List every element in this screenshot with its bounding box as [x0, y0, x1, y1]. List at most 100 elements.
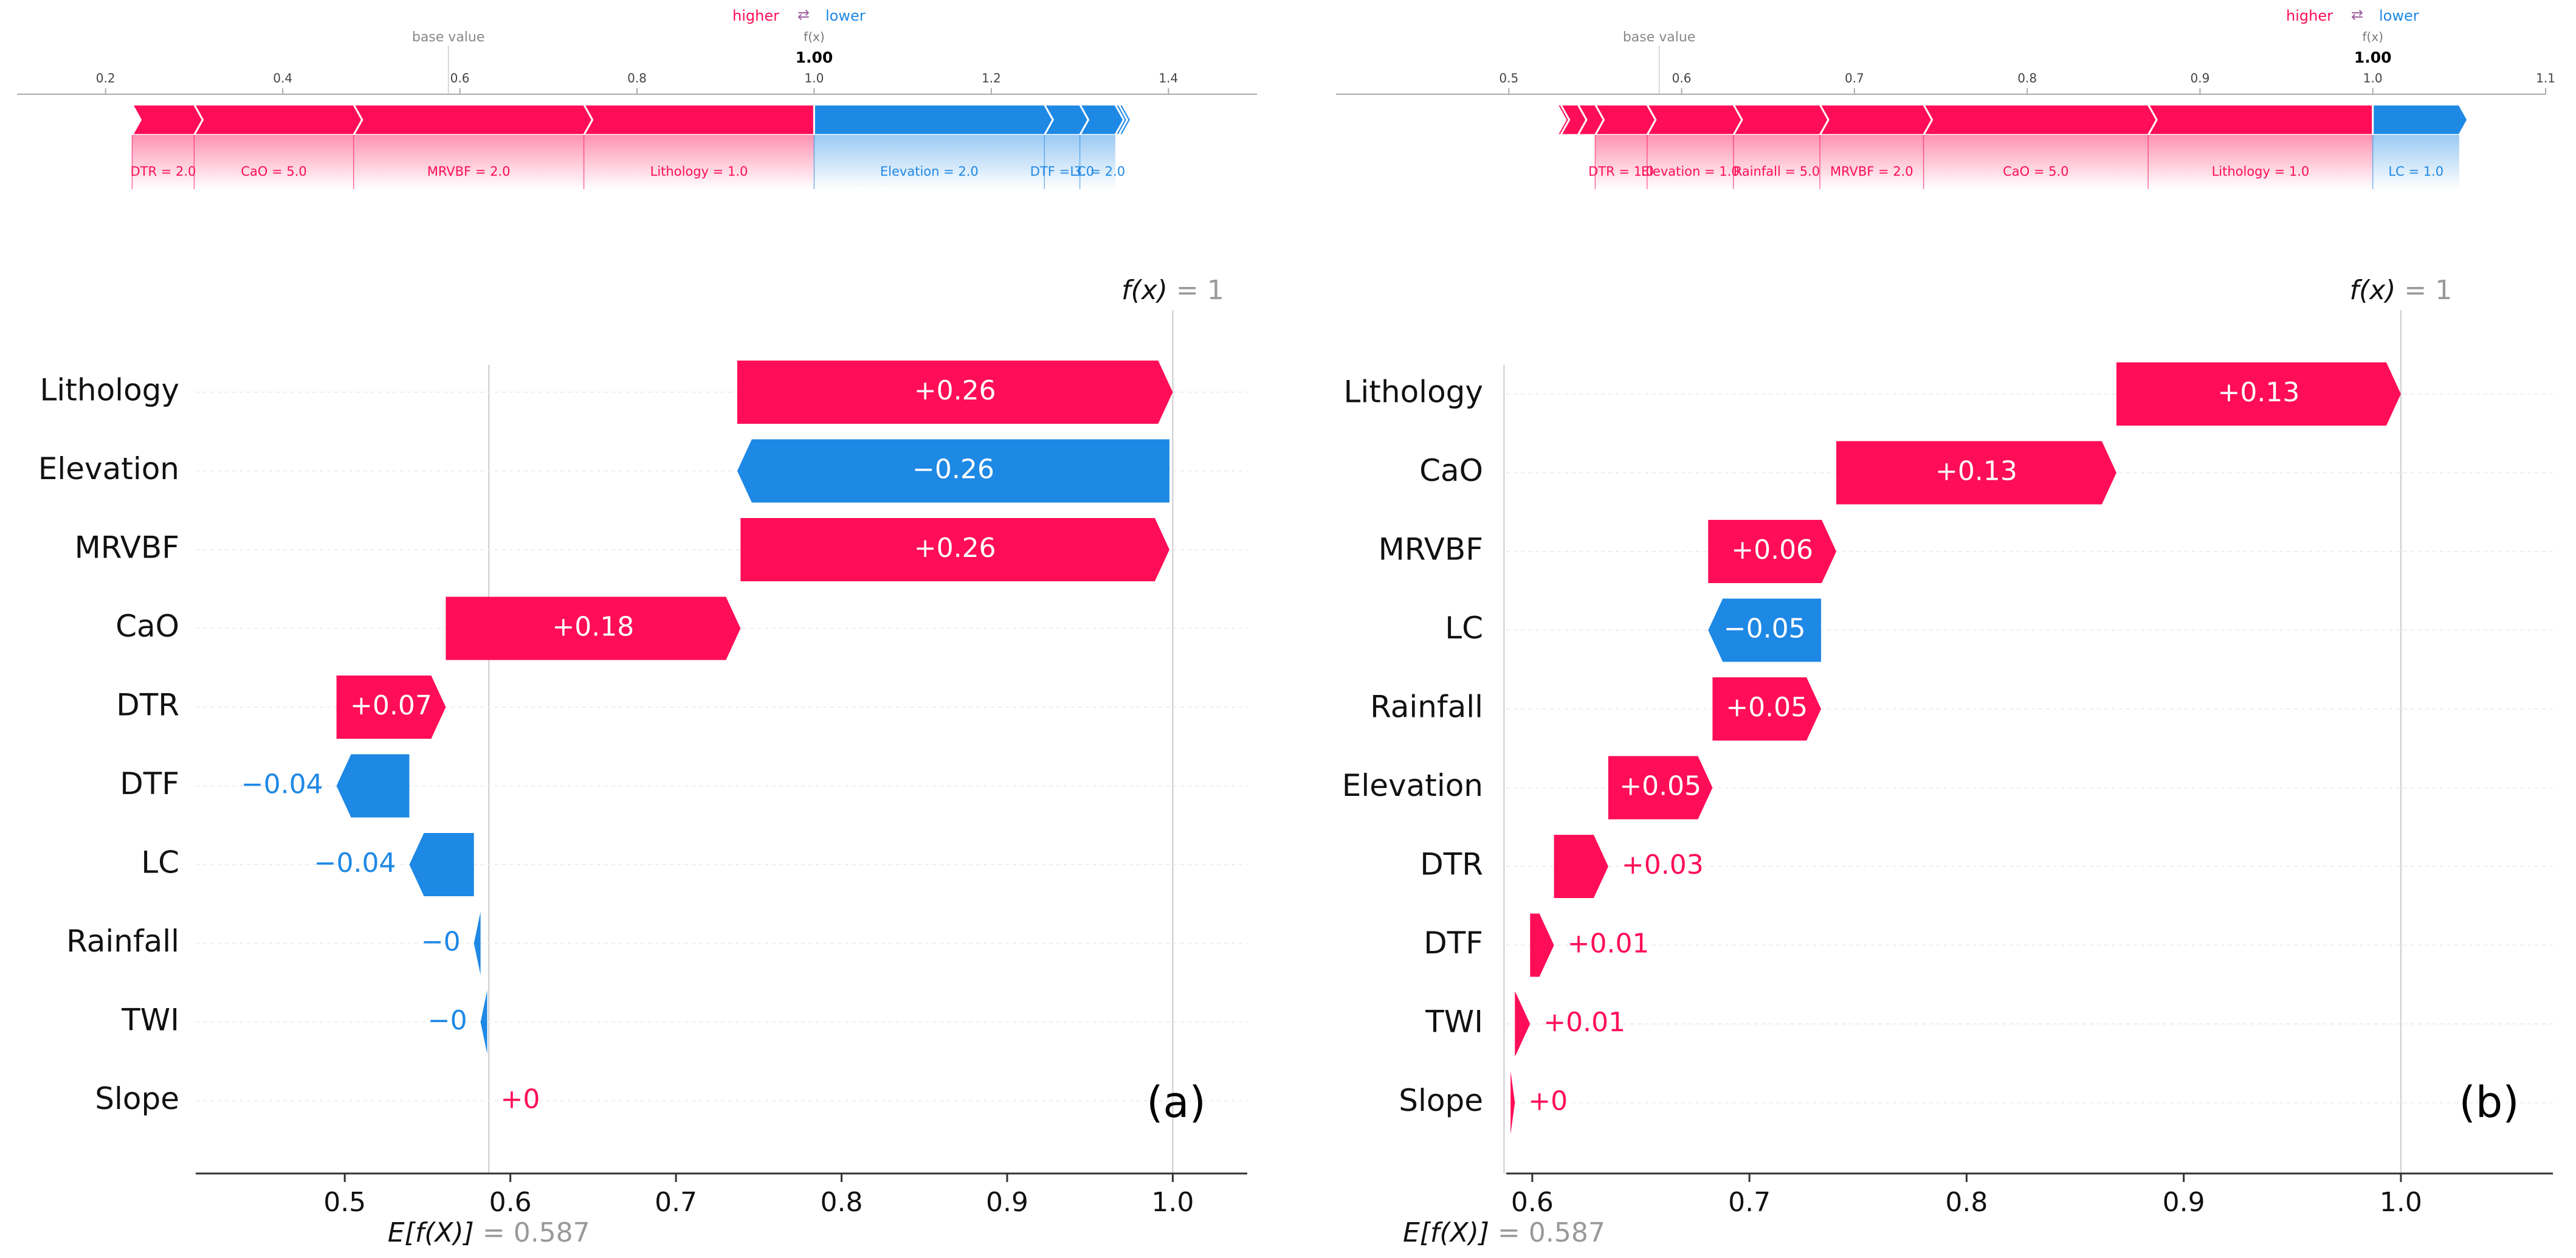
x-tick-label: 0.6	[489, 1187, 532, 1218]
bar-value-label: −0.04	[314, 848, 396, 879]
force-tick-label: 0.9	[2191, 71, 2210, 86]
force-positive-label: Elevation = 1.0	[1641, 164, 1740, 179]
force-label-fade	[814, 135, 1045, 189]
legend-arrows-icon: ⇄	[797, 6, 810, 23]
feature-name-dtf: DTF	[1424, 925, 1483, 961]
waterfall-bar-cao	[446, 596, 741, 660]
feature-name-lc: LC	[141, 845, 179, 880]
panel-label: (a)	[1146, 1077, 1206, 1127]
feature-name-rainfall: Rainfall	[1370, 689, 1483, 725]
panel-label: (b)	[2459, 1077, 2519, 1127]
waterfall-bar-mrvbf	[740, 518, 1169, 581]
feature-name-twi: TWI	[1425, 1004, 1483, 1040]
force-negative-segment	[813, 103, 1055, 136]
bar-value-label: +0.18	[552, 612, 634, 643]
waterfall-bar-dtr	[336, 676, 446, 739]
waterfall-bar-rainfall	[474, 911, 481, 975]
force-positive-segment	[352, 103, 594, 136]
force-base-value-label: base value	[1623, 30, 1696, 45]
feature-name-dtr: DTR	[116, 688, 179, 723]
bar-value-label: +0.03	[1622, 849, 1704, 880]
force-negative-label: LC = 2.0	[1070, 164, 1125, 179]
force-positive-label: Rainfall = 5.0	[1734, 164, 1820, 179]
feature-name-rainfall: Rainfall	[66, 924, 179, 959]
efx-annotation: E[f(X)] = 0.587	[388, 1217, 590, 1248]
force-tick-label: 1.2	[982, 71, 1001, 86]
bar-value-label: +0	[1528, 1086, 1568, 1117]
x-tick-label: 0.8	[1945, 1187, 1988, 1218]
feature-name-mrvbf: MRVBF	[1379, 532, 1483, 567]
feature-name-lithology: Lithology	[1344, 375, 1483, 410]
force-tick-label: 0.4	[273, 71, 292, 86]
force-label-fade	[1820, 135, 1924, 189]
force-positive-label: MRVBF = 2.0	[1830, 164, 1913, 179]
force-tick-label: 1.4	[1159, 71, 1178, 86]
force-negative-segment	[1117, 103, 1132, 136]
x-tick-label: 0.6	[1511, 1187, 1554, 1218]
feature-name-mrvbf: MRVBF	[75, 530, 179, 565]
waterfall-bar-mrvbf	[1708, 520, 1837, 583]
x-tick-label: 0.9	[986, 1187, 1028, 1218]
x-tick-label: 1.0	[2380, 1187, 2422, 1218]
bar-value-label: −0.04	[241, 769, 323, 800]
force-positive-segment	[1922, 103, 2158, 136]
force-label-fade	[1080, 135, 1115, 189]
waterfall-b: f(x) = 1 Lithology +0.13 CaO +0.13 MRVBF +0.06…	[1342, 275, 2553, 1248]
waterfall-bar-lc	[409, 833, 474, 896]
force-label-fade	[2372, 135, 2459, 189]
force-positive-label: Lithology = 1.0	[2212, 164, 2310, 179]
force-tick-label: 0.8	[627, 71, 647, 86]
waterfall-bar-lc	[1708, 598, 1822, 662]
force-negative-label: LC = 1.0	[2388, 164, 2443, 179]
fx-annotation: f(x) = 1	[2350, 275, 2453, 306]
legend-lower: lower	[2379, 7, 2419, 24]
force-label-fade	[353, 135, 584, 189]
fx-annotation: f(x) = 1	[1121, 275, 1224, 306]
feature-name-cao: CaO	[1419, 453, 1483, 488]
force-positive-segment	[2146, 103, 2374, 136]
bar-value-label: +0	[500, 1084, 540, 1115]
force-label-fade	[1923, 135, 2149, 189]
bar-value-label: +0.06	[1731, 534, 1813, 565]
force-label-fade	[1044, 135, 1080, 189]
feature-name-cao: CaO	[115, 609, 179, 644]
bar-value-label: +0.05	[1619, 771, 1701, 802]
force-fx-value: 1.00	[796, 49, 833, 66]
force-positive-segment	[1555, 103, 1571, 136]
waterfall-bar-elevation	[737, 439, 1169, 503]
waterfall-bar-twi	[480, 990, 487, 1054]
bar-value-label: −0	[421, 927, 461, 958]
force-tick-label: 0.5	[1499, 71, 1518, 86]
force-tick-label: 1.0	[805, 71, 824, 86]
legend-arrows-icon: ⇄	[2351, 6, 2363, 23]
force-fx-caption: f(x)	[804, 30, 824, 44]
force-fx-value: 1.00	[2354, 49, 2392, 66]
waterfall-bar-dtf	[1530, 913, 1554, 977]
bar-value-label: +0.05	[1726, 692, 1808, 723]
force-tick-label: 0.8	[2017, 71, 2037, 86]
force-label-fade	[132, 135, 195, 189]
force-positive-label: CaO = 5.0	[241, 164, 306, 179]
force-tick-label: 1.0	[2363, 71, 2383, 86]
waterfall-bar-cao	[1836, 441, 2116, 505]
bar-value-label: +0.01	[1543, 1007, 1625, 1038]
force-positive-segment	[1818, 103, 1934, 136]
x-tick-label: 0.5	[323, 1187, 366, 1218]
x-tick-label: 0.9	[2163, 1187, 2205, 1218]
x-tick-label: 1.0	[1151, 1187, 1194, 1218]
force-negative-segment	[2372, 103, 2469, 136]
force-positive-segment	[1645, 103, 1743, 136]
force-tick-label: 1.1	[2536, 71, 2555, 86]
feature-name-elevation: Elevation	[38, 451, 179, 486]
bar-value-label: +0.26	[914, 375, 996, 406]
feature-name-twi: TWI	[121, 1003, 179, 1038]
force-positive-segment	[582, 103, 815, 136]
feature-name-elevation: Elevation	[1342, 768, 1483, 803]
waterfall-bar-dtf	[336, 754, 410, 818]
force-label-fade	[584, 135, 814, 189]
force-positive-label: CaO = 5.0	[2003, 164, 2068, 179]
legend-lower: lower	[825, 7, 866, 24]
waterfall-bar-elevation	[1608, 756, 1713, 820]
